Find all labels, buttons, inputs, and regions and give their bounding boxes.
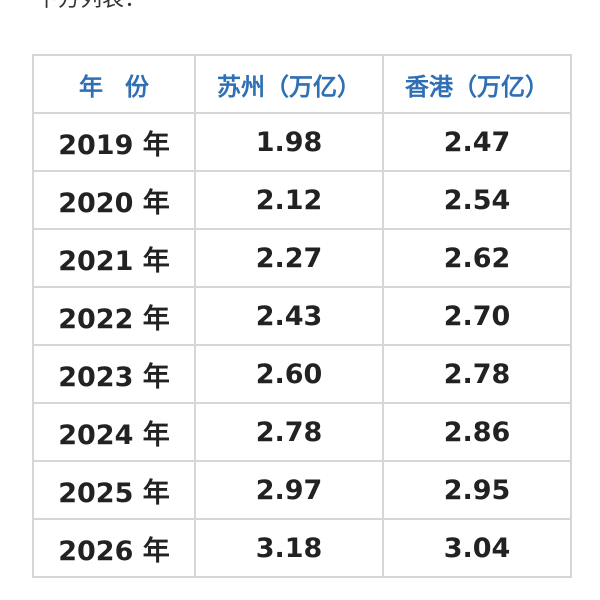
hongkong-value-cell: 2.54 [382, 170, 572, 230]
table-row: 2022 年 2.43 2.70 [32, 286, 572, 346]
table-row: 2024 年 2.78 2.86 [32, 402, 572, 462]
year-cell: 2021 年 [32, 228, 196, 288]
year-column-header: 年份 [32, 54, 196, 114]
year-cell: 2026 年 [32, 518, 196, 578]
year-cell: 2023 年 [32, 344, 196, 404]
table-row: 2021 年 2.27 2.62 [32, 228, 572, 288]
year-cell: 2022 年 [32, 286, 196, 346]
hongkong-value-cell: 2.70 [382, 286, 572, 346]
suzhou-value-cell: 2.78 [194, 402, 384, 462]
table-body: 2019 年 1.98 2.47 2020 年 2.12 2.54 2021 年… [32, 112, 572, 578]
table-row: 2025 年 2.97 2.95 [32, 460, 572, 520]
table-caption: 下方列表： [36, 0, 146, 18]
table-row: 2020 年 2.12 2.54 [32, 170, 572, 230]
suzhou-value-cell: 2.27 [194, 228, 384, 288]
year-cell: 2024 年 [32, 402, 196, 462]
year-cell: 2019 年 [32, 112, 196, 172]
year-cell: 2020 年 [32, 170, 196, 230]
table-row: 2026 年 3.18 3.04 [32, 518, 572, 578]
hongkong-value-cell: 2.86 [382, 402, 572, 462]
table-row: 2023 年 2.60 2.78 [32, 344, 572, 404]
suzhou-value-cell: 1.98 [194, 112, 384, 172]
suzhou-value-cell: 2.12 [194, 170, 384, 230]
hongkong-value-cell: 3.04 [382, 518, 572, 578]
hongkong-value-cell: 2.78 [382, 344, 572, 404]
suzhou-value-cell: 2.43 [194, 286, 384, 346]
hongkong-column-header: 香港（万亿） [382, 54, 572, 114]
hongkong-value-cell: 2.47 [382, 112, 572, 172]
table-header: 年份 苏州（万亿） 香港（万亿） [32, 54, 572, 114]
table-row: 2019 年 1.98 2.47 [32, 112, 572, 172]
suzhou-value-cell: 2.60 [194, 344, 384, 404]
hongkong-value-cell: 2.62 [382, 228, 572, 288]
suzhou-value-cell: 3.18 [194, 518, 384, 578]
header-row: 年份 苏州（万亿） 香港（万亿） [32, 54, 572, 114]
year-cell: 2025 年 [32, 460, 196, 520]
suzhou-column-header: 苏州（万亿） [194, 54, 384, 114]
hongkong-value-cell: 2.95 [382, 460, 572, 520]
suzhou-value-cell: 2.97 [194, 460, 384, 520]
gdp-comparison-table: 年份 苏州（万亿） 香港（万亿） 2019 年 1.98 2.47 2020 年… [32, 54, 572, 578]
